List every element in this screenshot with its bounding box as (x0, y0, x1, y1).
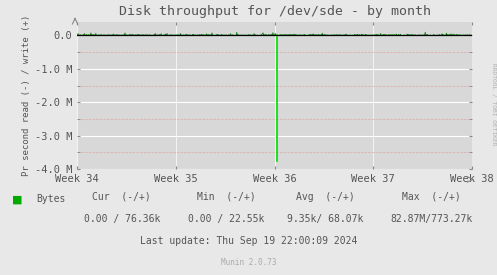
Text: Munin 2.0.73: Munin 2.0.73 (221, 258, 276, 267)
Text: Max  (-/+): Max (-/+) (402, 192, 461, 202)
Text: Last update: Thu Sep 19 22:00:09 2024: Last update: Thu Sep 19 22:00:09 2024 (140, 236, 357, 246)
Text: Avg  (-/+): Avg (-/+) (296, 192, 355, 202)
Text: Min  (-/+): Min (-/+) (197, 192, 255, 202)
Title: Disk throughput for /dev/sde - by month: Disk throughput for /dev/sde - by month (119, 5, 430, 18)
Text: 0.00 / 22.55k: 0.00 / 22.55k (188, 214, 264, 224)
Text: RRDTOOL / TOBI OETIKER: RRDTOOL / TOBI OETIKER (491, 63, 496, 146)
Text: 9.35k/ 68.07k: 9.35k/ 68.07k (287, 214, 364, 224)
Text: ■: ■ (12, 194, 23, 204)
Text: 0.00 / 76.36k: 0.00 / 76.36k (83, 214, 160, 224)
Text: Bytes: Bytes (36, 194, 65, 204)
Text: 82.87M/773.27k: 82.87M/773.27k (390, 214, 473, 224)
Y-axis label: Pr second read (-) / write (+): Pr second read (-) / write (+) (21, 15, 30, 176)
Text: Cur  (-/+): Cur (-/+) (92, 192, 151, 202)
